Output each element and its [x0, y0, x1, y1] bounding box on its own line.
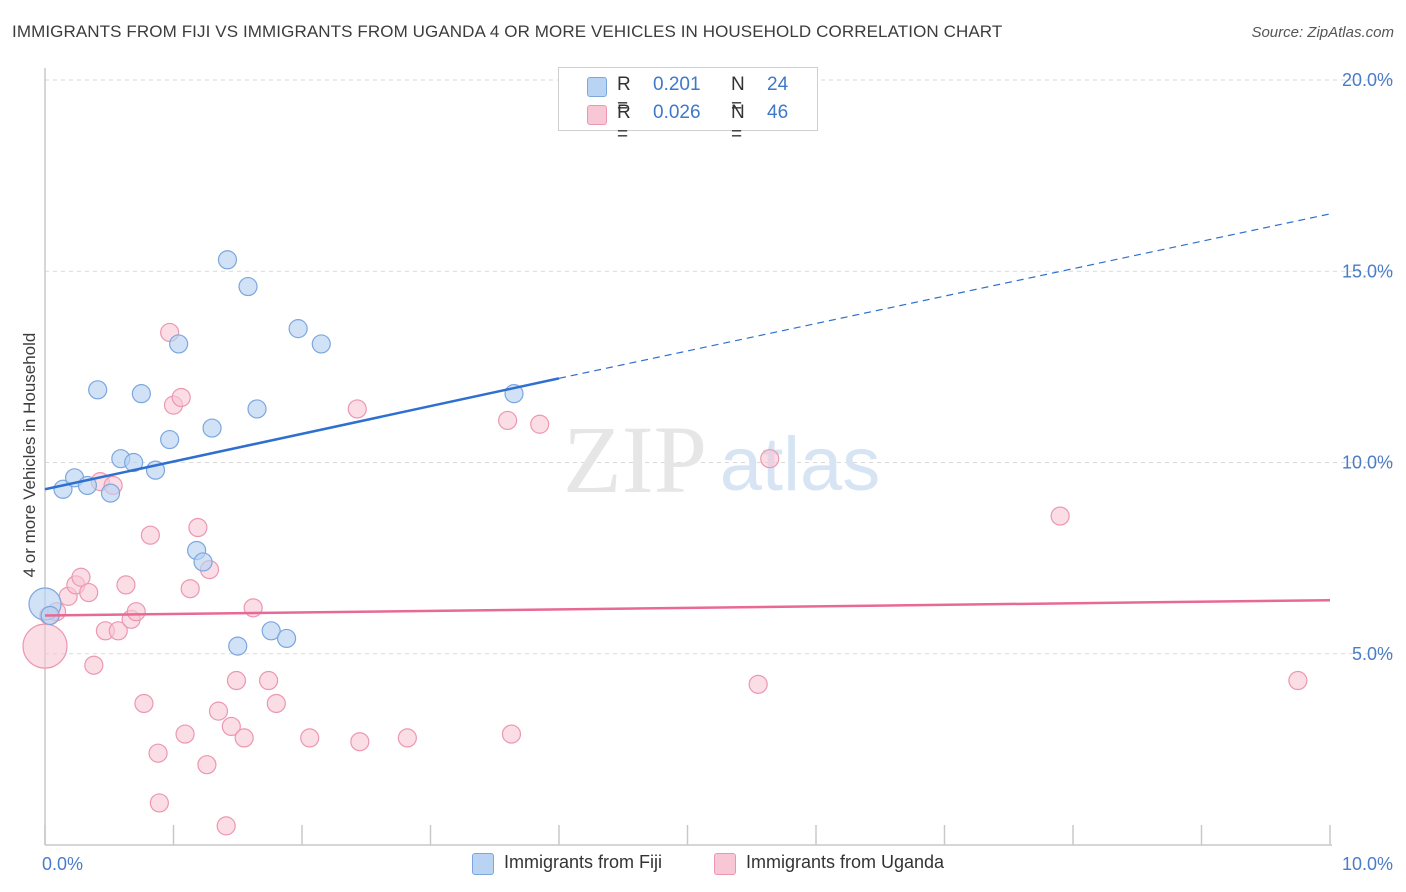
uganda-point [266, 693, 286, 714]
uganda-point [71, 567, 91, 587]
fiji-r-value: 0.201 [653, 74, 701, 95]
uganda-point [180, 579, 200, 599]
fiji-point [261, 621, 281, 641]
fiji-trend-extension [558, 213, 1331, 379]
fiji-point [100, 483, 121, 503]
y-tick-label: 5.0% [1352, 644, 1393, 664]
watermark-zip: ZIP [563, 406, 707, 513]
legend-swatch-fiji [472, 853, 494, 875]
uganda-point [501, 724, 522, 744]
watermark: ZIP atlas [563, 406, 880, 513]
uganda-series [22, 322, 1308, 836]
fiji-point [193, 552, 213, 572]
fiji-point [202, 418, 222, 438]
uganda-n-value: 46 [767, 102, 789, 123]
uganda-r-value: 0.026 [653, 102, 701, 123]
fiji-n-label: N = [731, 74, 745, 117]
fiji-point [124, 452, 144, 473]
uganda-point [498, 410, 518, 431]
stats-box: R = 0.201 N = 24 R = 0.026 N = 46 [558, 67, 818, 145]
fiji-series [28, 250, 524, 656]
uganda-trend-line [44, 598, 1331, 617]
uganda-point [216, 816, 236, 836]
y-tick-label: 15.0% [1342, 261, 1393, 281]
uganda-point [397, 728, 417, 748]
uganda-point [149, 793, 169, 813]
tick-labels: 5.0% 10.0% 15.0% 20.0% 0.0% 10.0% [42, 70, 1393, 874]
legend-label-uganda: Immigrants from Uganda [746, 852, 945, 872]
uganda-point [226, 670, 247, 691]
chart-title: IMMIGRANTS FROM FIJI VS IMMIGRANTS FROM … [12, 22, 1003, 41]
legend-label-fiji: Immigrants from Fiji [504, 852, 663, 872]
uganda-point [22, 623, 68, 669]
axes [44, 68, 1332, 846]
fiji-point [238, 276, 258, 297]
trend-lines [44, 213, 1331, 617]
fiji-trend-line [44, 377, 560, 491]
uganda-point [760, 449, 780, 469]
uganda-n-label: N = [731, 102, 745, 145]
gridlines [45, 79, 1395, 655]
uganda-swatch [587, 105, 607, 125]
y-tick-label: 10.0% [1342, 453, 1393, 473]
fiji-point [131, 384, 151, 404]
uganda-point [347, 399, 367, 419]
fiji-point [247, 399, 267, 419]
legend: Immigrants from Fiji Immigrants from Uga… [0, 851, 1406, 879]
uganda-point [197, 755, 217, 775]
uganda-point [84, 655, 104, 675]
fiji-point [228, 636, 248, 656]
fiji-point [311, 334, 331, 354]
uganda-point [188, 517, 208, 538]
source-label: Source: ZipAtlas.com [1251, 24, 1394, 41]
uganda-point [258, 670, 279, 691]
uganda-point [175, 724, 195, 744]
uganda-point [234, 728, 254, 748]
uganda-point [108, 621, 128, 641]
uganda-point [171, 387, 191, 408]
uganda-point [1050, 506, 1070, 526]
fiji-swatch [587, 77, 607, 97]
uganda-point [1288, 670, 1308, 691]
x-tick-label: 0.0% [42, 854, 83, 874]
fiji-point [169, 334, 189, 354]
fiji-point [288, 319, 308, 339]
x-tick-label: 10.0% [1342, 854, 1393, 874]
y-tick-label: 20.0% [1342, 70, 1393, 90]
uganda-r-label: R = [617, 102, 631, 145]
watermark-atlas: atlas [720, 422, 881, 507]
uganda-point [748, 674, 768, 694]
uganda-point [140, 525, 160, 545]
fiji-point [88, 380, 108, 400]
uganda-point [134, 693, 154, 714]
uganda-point [350, 732, 370, 752]
uganda-point [221, 716, 241, 737]
fiji-r-label: R = [617, 74, 631, 117]
legend-swatch-uganda [714, 853, 736, 875]
uganda-point [148, 743, 168, 763]
uganda-point [208, 701, 229, 721]
uganda-point [79, 582, 99, 603]
fiji-point [160, 429, 180, 450]
fiji-point [276, 628, 297, 649]
fiji-n-value: 24 [767, 74, 789, 95]
uganda-point [530, 414, 550, 434]
uganda-point [116, 575, 136, 595]
uganda-point [300, 728, 320, 748]
uganda-point [126, 602, 146, 622]
fiji-point [217, 250, 238, 270]
